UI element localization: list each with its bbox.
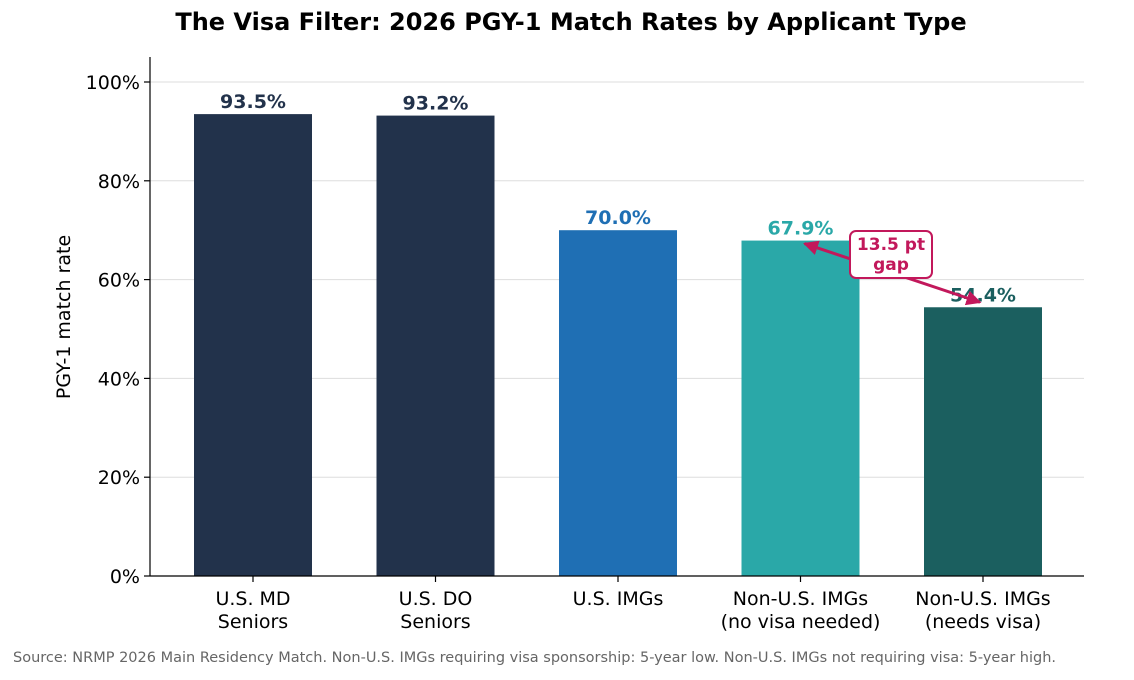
y-axis-label: PGY-1 match rate	[53, 235, 75, 399]
x-tick-label: Non-U.S. IMGs (no visa needed)	[721, 588, 881, 633]
bar	[924, 307, 1042, 576]
bar	[194, 114, 312, 577]
data-label: 93.2%	[403, 93, 469, 115]
gap-callout-text: 13.5 pt gap	[857, 235, 925, 275]
bar	[741, 240, 860, 576]
x-tick-label: U.S. IMGs	[573, 588, 664, 610]
bar	[559, 230, 677, 576]
x-tick-label: U.S. DO Seniors	[399, 588, 473, 633]
data-label: 67.9%	[768, 218, 834, 240]
y-tick-label: 40%	[98, 368, 140, 390]
y-tick-label: 0%	[110, 566, 140, 588]
bar	[376, 115, 495, 576]
data-label: 70.0%	[585, 207, 651, 229]
y-tick-label: 80%	[98, 171, 140, 193]
gap-callout-box	[849, 230, 933, 279]
chart-title: The Visa Filter: 2026 PGY-1 Match Rates …	[175, 8, 967, 36]
source-note: Source: NRMP 2026 Main Residency Match. …	[13, 650, 1057, 666]
y-tick-label: 60%	[98, 270, 140, 292]
y-tick-label: 100%	[86, 72, 140, 94]
x-tick-label: U.S. MD Seniors	[215, 588, 290, 633]
x-tick-label: Non-U.S. IMGs (needs visa)	[915, 588, 1050, 633]
y-tick-label: 20%	[98, 467, 140, 489]
data-label: 93.5%	[220, 91, 286, 113]
